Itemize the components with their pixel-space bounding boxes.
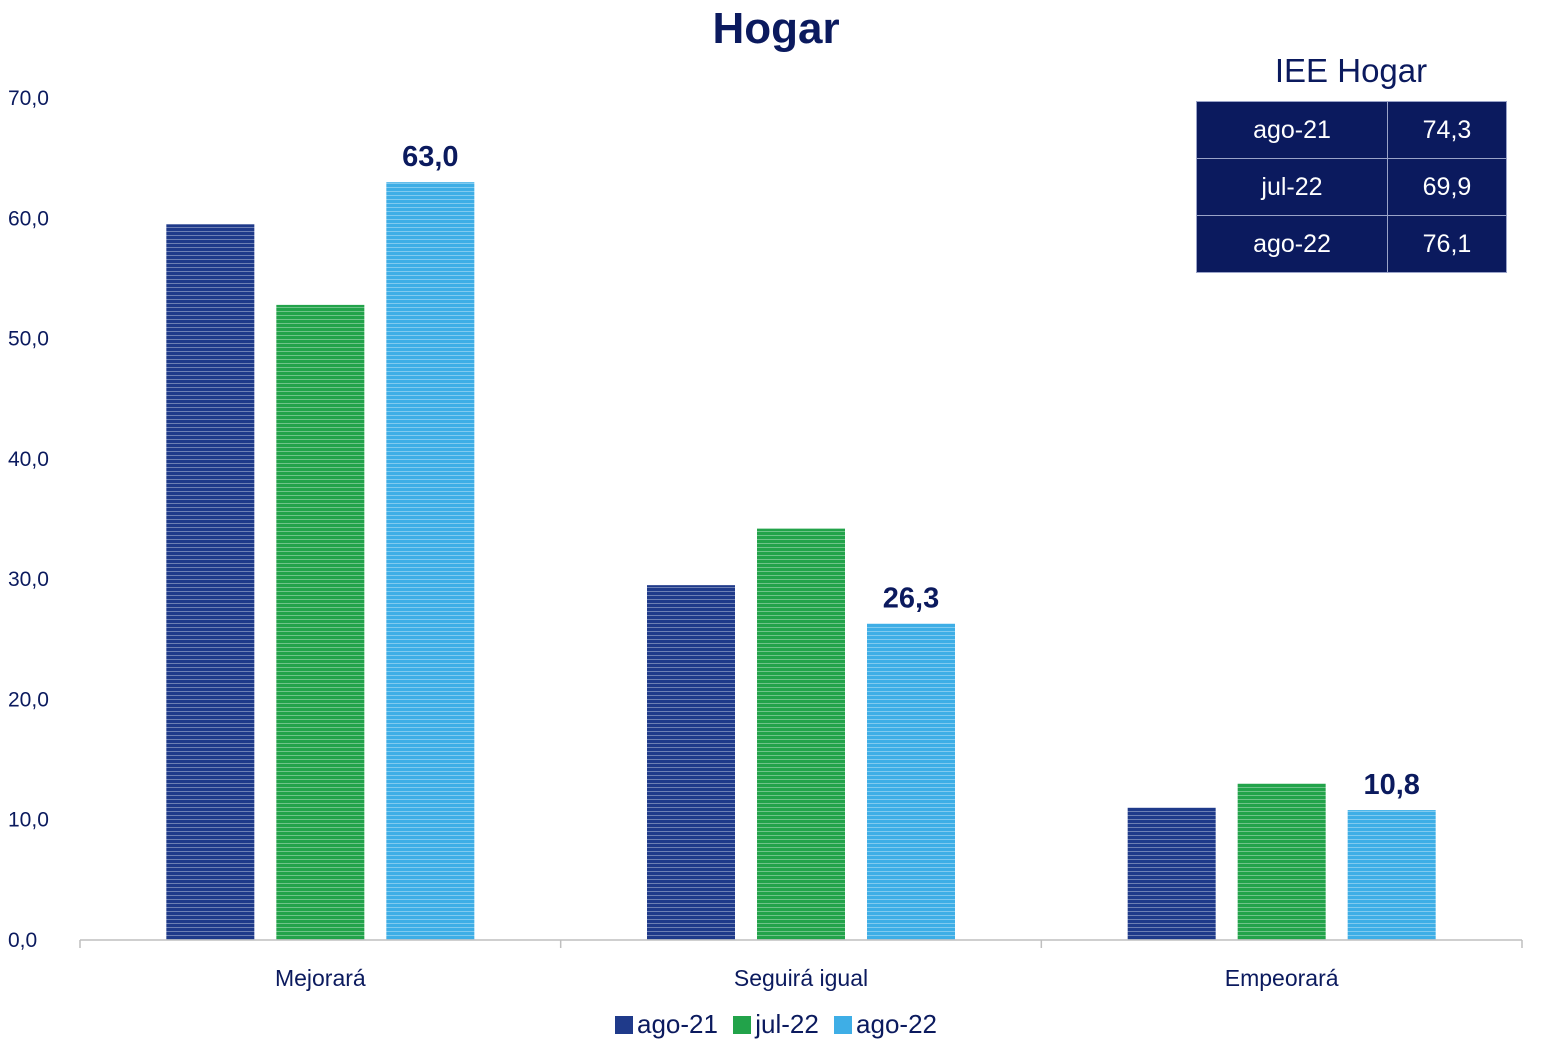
data-label: 63,0 [402, 141, 458, 173]
bar-jul-22 [276, 304, 365, 940]
legend-item: jul-22 [733, 1008, 819, 1040]
bars [166, 182, 1436, 941]
x-axis: Mejorará Seguirá igual Empeorará [79, 939, 1523, 991]
bar-ago-21 [1127, 807, 1216, 940]
iee-period: jul-22 [1196, 158, 1388, 216]
iee-value: 69,9 [1387, 158, 1507, 216]
table-row: ago-22 76,1 [1196, 215, 1507, 273]
legend-label: ago-22 [856, 1009, 937, 1039]
x-category-label: Empeorará [1225, 965, 1339, 991]
bar-ago-22 [386, 182, 475, 940]
y-tick-label: 40,0 [8, 448, 49, 471]
x-category-label: Mejorará [275, 965, 366, 991]
iee-table: ago-21 74,3 jul-22 69,9 ago-22 76,1 [1196, 101, 1507, 273]
legend-swatch-jul-22 [733, 1016, 752, 1034]
data-labels: 63,0 26,3 10,8 [402, 141, 1420, 801]
legend: ago-21 jul-22 ago-22 [0, 1008, 1552, 1040]
bar-jul-22 [1237, 783, 1326, 940]
y-tick-label: 10,0 [8, 809, 49, 832]
bar-ago-22 [867, 623, 955, 940]
iee-period: ago-21 [1196, 101, 1388, 159]
bar-jul-22 [757, 528, 845, 940]
legend-item: ago-22 [834, 1008, 937, 1040]
legend-swatch-ago-21 [615, 1016, 633, 1034]
iee-value: 76,1 [1387, 215, 1507, 273]
table-row: ago-21 74,3 [1196, 101, 1507, 159]
bar-ago-22 [1347, 810, 1436, 940]
data-label: 26,3 [883, 583, 939, 615]
y-axis: 0,0 10,0 20,0 30,0 40,0 50,0 60,0 70,0 [8, 87, 49, 952]
bar-ago-21 [166, 224, 255, 941]
iee-period: ago-22 [1196, 215, 1388, 273]
y-tick-label: 30,0 [8, 568, 49, 591]
y-tick-label: 20,0 [8, 688, 49, 711]
legend-swatch-ago-22 [834, 1016, 853, 1034]
iee-value: 74,3 [1387, 101, 1507, 159]
x-category-label: Seguirá igual [734, 965, 868, 991]
chart-title: Hogar [712, 4, 840, 53]
y-tick-label: 50,0 [8, 328, 49, 351]
iee-table-title: IEE Hogar [1274, 52, 1428, 89]
y-tick-label: 70,0 [8, 87, 49, 110]
y-tick-label: 0,0 [8, 929, 37, 952]
legend-label: jul-22 [755, 1009, 819, 1039]
legend-item: ago-21 [615, 1008, 718, 1040]
y-tick-label: 60,0 [8, 207, 49, 230]
bar-ago-21 [647, 585, 735, 940]
data-label: 10,8 [1363, 769, 1419, 801]
table-row: jul-22 69,9 [1196, 158, 1507, 216]
legend-label: ago-21 [637, 1009, 718, 1039]
